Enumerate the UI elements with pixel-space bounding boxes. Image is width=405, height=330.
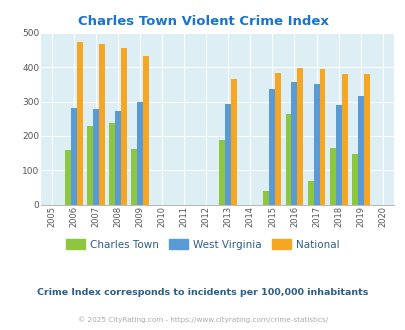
Bar <box>363 74 369 205</box>
Bar <box>77 42 83 205</box>
Bar <box>341 74 347 205</box>
Bar <box>109 123 115 205</box>
Bar <box>136 102 143 205</box>
Bar <box>269 89 275 205</box>
Bar <box>70 108 77 205</box>
Bar <box>131 149 136 205</box>
Bar <box>98 44 104 205</box>
Bar <box>143 56 149 205</box>
Bar <box>65 150 70 205</box>
Legend: Charles Town, West Virginia, National: Charles Town, West Virginia, National <box>62 235 343 254</box>
Bar <box>335 105 341 205</box>
Bar <box>121 48 126 205</box>
Bar <box>285 114 291 205</box>
Bar <box>329 148 335 205</box>
Text: Charles Town Violent Crime Index: Charles Town Violent Crime Index <box>77 15 328 28</box>
Bar <box>313 84 319 205</box>
Bar <box>263 191 269 205</box>
Bar <box>225 104 231 205</box>
Bar <box>275 73 281 205</box>
Bar <box>93 109 98 205</box>
Bar <box>87 126 93 205</box>
Bar <box>231 79 237 205</box>
Bar <box>319 69 325 205</box>
Text: Crime Index corresponds to incidents per 100,000 inhabitants: Crime Index corresponds to incidents per… <box>37 287 368 297</box>
Bar <box>297 68 303 205</box>
Bar <box>351 154 357 205</box>
Bar <box>219 141 225 205</box>
Bar <box>357 96 363 205</box>
Bar <box>115 111 121 205</box>
Bar <box>291 82 297 205</box>
Text: © 2025 CityRating.com - https://www.cityrating.com/crime-statistics/: © 2025 CityRating.com - https://www.city… <box>78 316 327 323</box>
Bar <box>307 181 313 205</box>
